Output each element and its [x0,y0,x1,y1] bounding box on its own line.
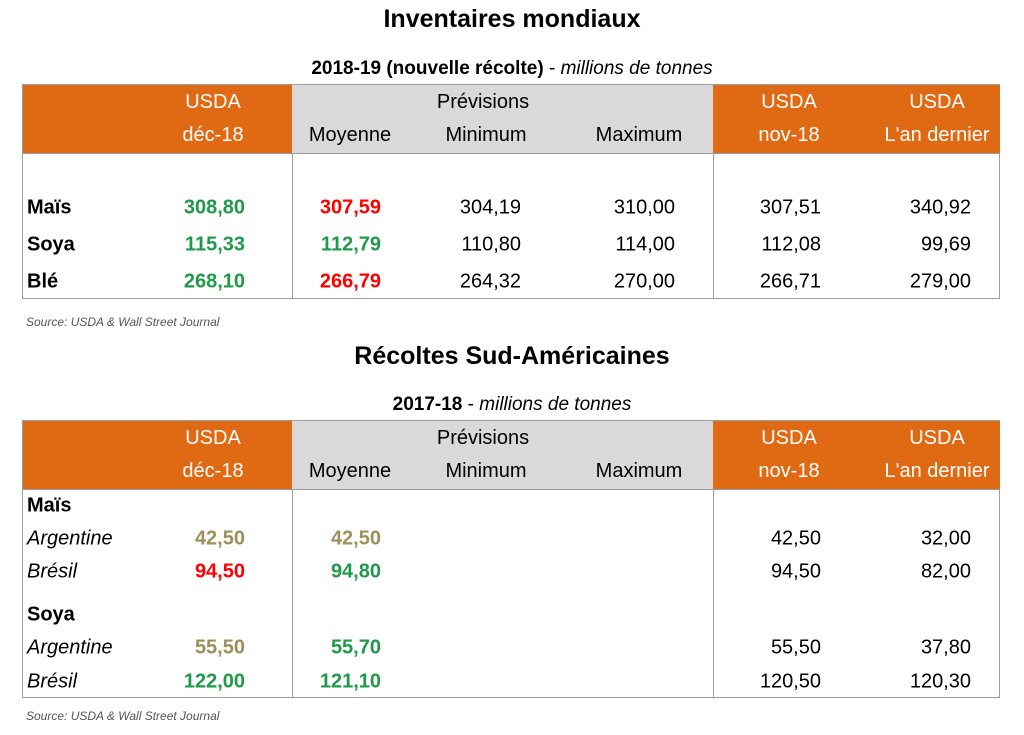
row-label: Brésil [27,560,78,583]
header-last-year: L'an dernier [884,124,990,146]
header-moyenne: Moyenne [308,460,392,482]
section2-source: Source: USDA & Wall Street Journal [26,709,220,723]
subtitle-unit: millions de tonnes [560,58,713,79]
header-maximum: Maximum [595,124,683,146]
row-label: Blé [27,270,59,293]
minimum-value: 110,80 [461,233,521,256]
row-label: Maïs [27,494,72,517]
minimum-value: 264,32 [459,270,521,293]
subtitle-unit: millions de tonnes [479,394,632,415]
header-previsions: Prévisions [436,91,530,113]
header-moyenne: Moyenne [308,124,392,146]
usda-nov-value: 120,50 [759,670,821,693]
maximum-value: 270,00 [613,270,675,293]
header-usda-nov: USDA [761,91,817,113]
header-usda: USDA [185,427,241,449]
usda-nov-value: 42,50 [770,527,821,550]
usda-nov-value: 266,71 [759,270,821,293]
header-previsions: Prévisions [436,427,530,449]
last-year-value: 340,92 [909,196,971,219]
usda-dec-value: 122,00 [183,670,245,693]
header-maximum: Maximum [595,460,683,482]
header-nov: nov-18 [758,124,820,146]
last-year-value: 37,80 [920,636,971,659]
header-previsions-bg [292,85,713,153]
header-usda-right-bg [713,85,1000,153]
last-year-value: 32,00 [920,527,971,550]
usda-nov-value: 55,50 [770,636,821,659]
header-usda-last: USDA [909,427,965,449]
row-label: Argentine [27,636,113,659]
last-year-value: 279,00 [909,270,971,293]
moyenne-value: 55,70 [330,636,381,659]
header-divider [23,153,1000,154]
last-year-value: 82,00 [920,560,971,583]
last-year-value: 120,30 [909,670,971,693]
moyenne-value: 266,79 [319,270,381,293]
row-label: Soya [27,233,75,256]
moyenne-value: 42,50 [330,527,381,550]
header-dec: déc-18 [182,124,244,146]
moyenne-value: 307,59 [319,196,381,219]
usda-dec-value: 42,50 [194,527,245,550]
moyenne-value: 112,79 [320,233,381,256]
moyenne-value: 121,10 [319,670,381,693]
header-minimum: Minimum [445,460,527,482]
header-divider [23,489,1000,490]
moyenne-value: 94,80 [330,560,381,583]
usda-dec-value: 268,10 [183,270,245,293]
section2-subtitle: 2017-18 - millions de tonnes [392,394,632,415]
column-divider [292,489,293,697]
header-usda-nov: USDA [761,427,817,449]
usda-dec-value: 308,80 [183,196,245,219]
column-divider [292,153,293,298]
header-previsions-bg [292,421,713,489]
maximum-value: 114,00 [615,233,675,256]
last-year-value: 99,69 [920,233,971,256]
usda-dec-value: 115,33 [184,233,245,256]
usda-dec-value: 94,50 [194,560,245,583]
header-usda-right-bg [713,421,1000,489]
header-usda-dec-bg [23,85,292,153]
inventory-table: USDA déc-18 Prévisions Moyenne Minimum Maximu… [22,84,1000,299]
section1-source: Source: USDA & Wall Street Journal [26,315,220,329]
header-dec: déc-18 [182,460,244,482]
header-usda: USDA [185,91,241,113]
section2-title: Récoltes Sud-Américaines [354,342,670,370]
minimum-value: 304,19 [459,196,521,219]
row-label: Brésil [27,670,78,693]
column-divider [713,489,714,697]
column-divider [713,153,714,298]
header-usda-dec-bg [23,421,292,489]
header-usda-last: USDA [909,91,965,113]
section1-subtitle: 2018-19 (nouvelle récolte) - millions de… [311,58,713,79]
row-label: Soya [27,603,75,626]
header-minimum: Minimum [445,124,527,146]
maximum-value: 310,00 [613,196,675,219]
usda-nov-value: 307,51 [759,196,821,219]
header-last-year: L'an dernier [884,460,990,482]
usda-nov-value: 112,08 [761,233,821,256]
harvest-table: USDA déc-18 Prévisions Moyenne Minimum Maximu… [22,420,1000,698]
usda-nov-value: 94,50 [770,560,821,583]
row-label: Maïs [27,196,72,219]
row-label: Argentine [27,527,113,550]
section1-title: Inventaires mondiaux [383,5,641,33]
usda-dec-value: 55,50 [194,636,245,659]
subtitle-period: 2017-18 [392,394,463,415]
header-nov: nov-18 [758,460,820,482]
subtitle-period: 2018-19 (nouvelle récolte) [311,58,544,79]
